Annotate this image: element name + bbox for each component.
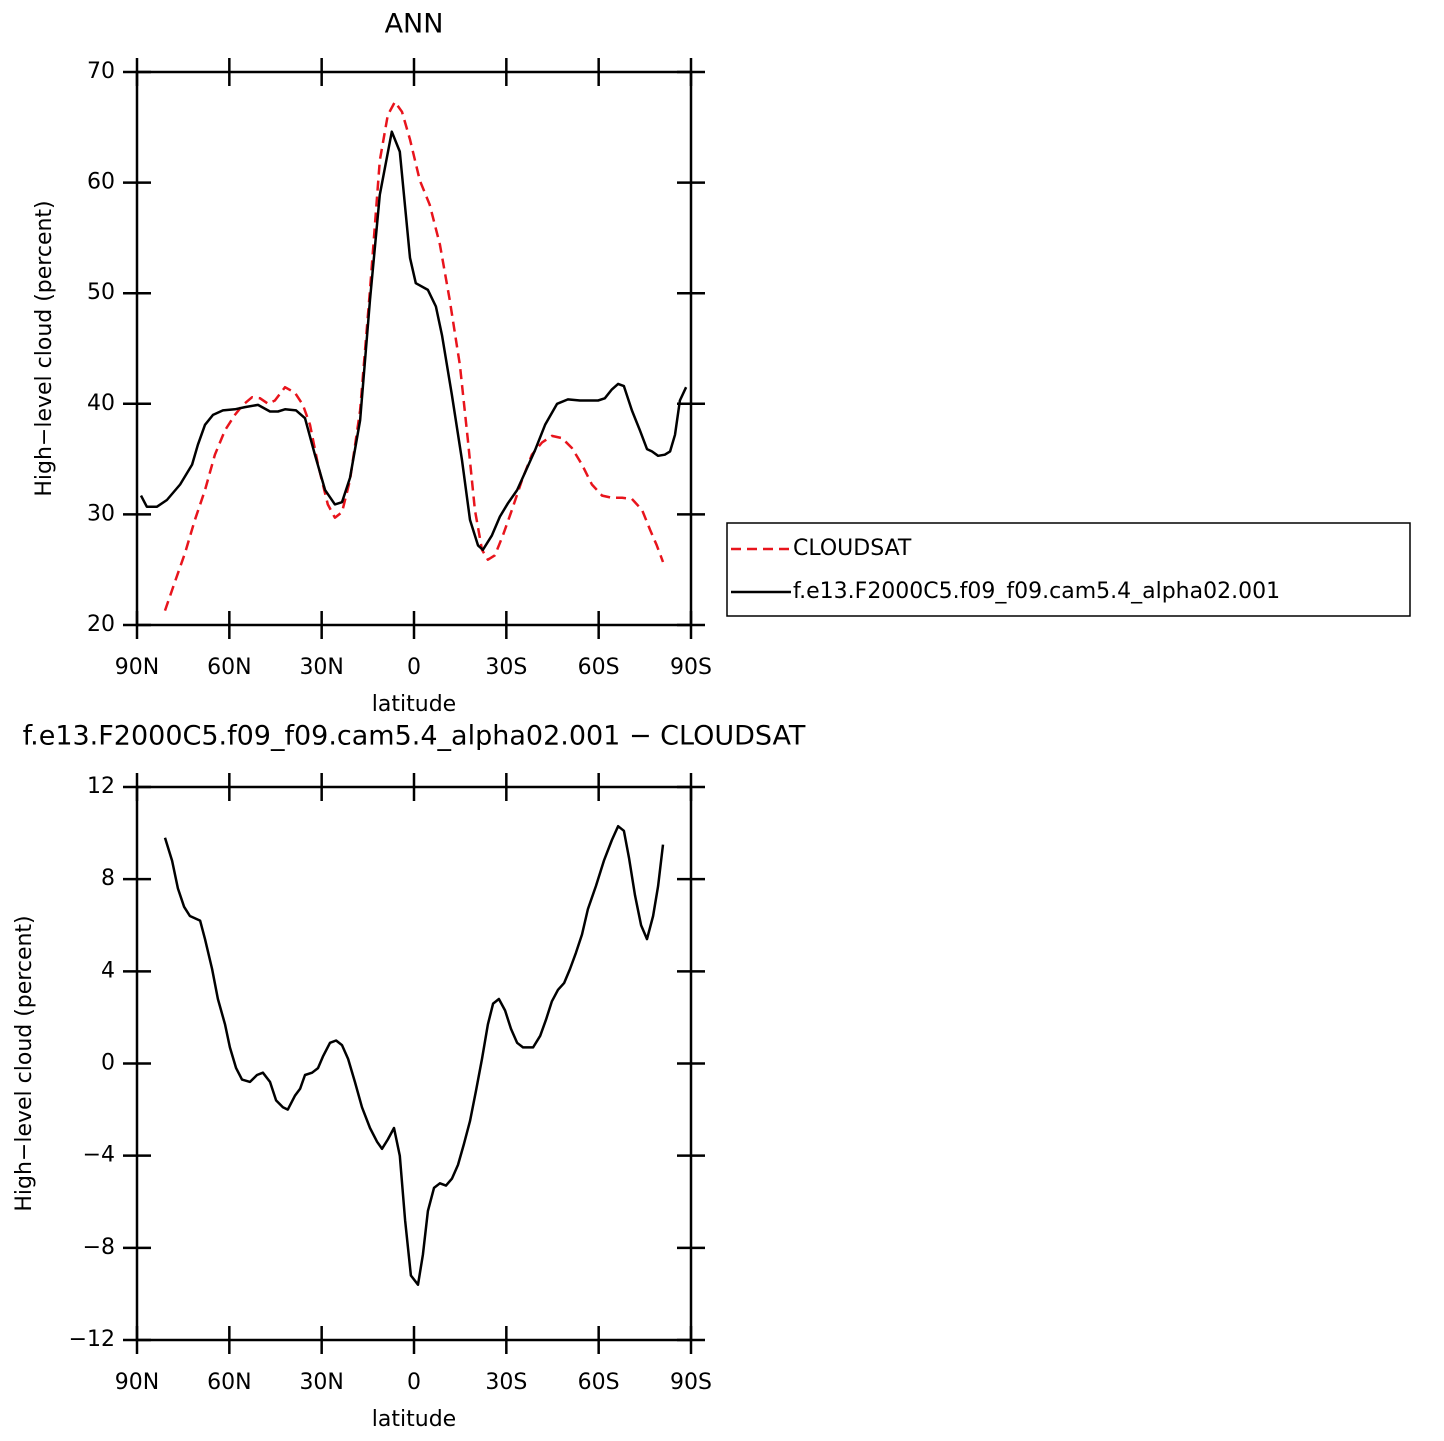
legend-label: f.e13.F2000C5.f09_f09.cam5.4_alpha02.001 [793, 579, 1280, 604]
x-axis-label: latitude [372, 1407, 456, 1432]
y-tick-label: −8 [83, 1235, 115, 1260]
legend-box [726, 522, 1411, 617]
x-tick-label: 90N [115, 1370, 159, 1395]
y-axis-label: High−level cloud (percent) [12, 915, 37, 1211]
y-tick-label: −4 [83, 1143, 115, 1168]
x-tick-label: 90N [115, 655, 159, 680]
x-tick-label: 90S [670, 655, 712, 680]
x-tick-label: 30S [485, 655, 527, 680]
x-tick-label: 0 [407, 1370, 421, 1395]
y-tick-label: 20 [87, 612, 115, 637]
y-tick-label: 40 [87, 391, 115, 416]
y-tick-label: 0 [101, 1051, 115, 1076]
legend-label: CLOUDSAT [793, 536, 912, 561]
x-tick-label: 90S [670, 1370, 712, 1395]
x-tick-label: 60S [578, 655, 620, 680]
x-tick-label: 30N [299, 655, 343, 680]
y-tick-label: 12 [87, 774, 115, 799]
x-tick-label: 30S [485, 1370, 527, 1395]
plot-frame [135, 785, 693, 1342]
x-tick-label: 60N [207, 1370, 251, 1395]
y-axis-label: High−level cloud (percent) [32, 200, 57, 496]
data-line [163, 824, 665, 1286]
chart-title: f.e13.F2000C5.f09_f09.cam5.4_alpha02.001… [23, 721, 806, 752]
y-tick-label: 4 [101, 958, 115, 983]
x-tick-label: 30N [299, 1370, 343, 1395]
x-axis-label: latitude [372, 692, 456, 717]
x-tick-label: 60S [578, 1370, 620, 1395]
y-tick-label: 70 [87, 59, 115, 84]
y-tick-label: −12 [69, 1327, 115, 1352]
x-tick-label: 0 [407, 655, 421, 680]
y-tick-label: 50 [87, 280, 115, 305]
chart-title: ANN [385, 9, 444, 40]
data-line [139, 130, 688, 552]
y-tick-label: 60 [87, 170, 115, 195]
x-tick-label: 60N [207, 655, 251, 680]
y-tick-label: 8 [101, 866, 115, 891]
y-tick-label: 30 [87, 501, 115, 526]
data-line [163, 100, 665, 612]
